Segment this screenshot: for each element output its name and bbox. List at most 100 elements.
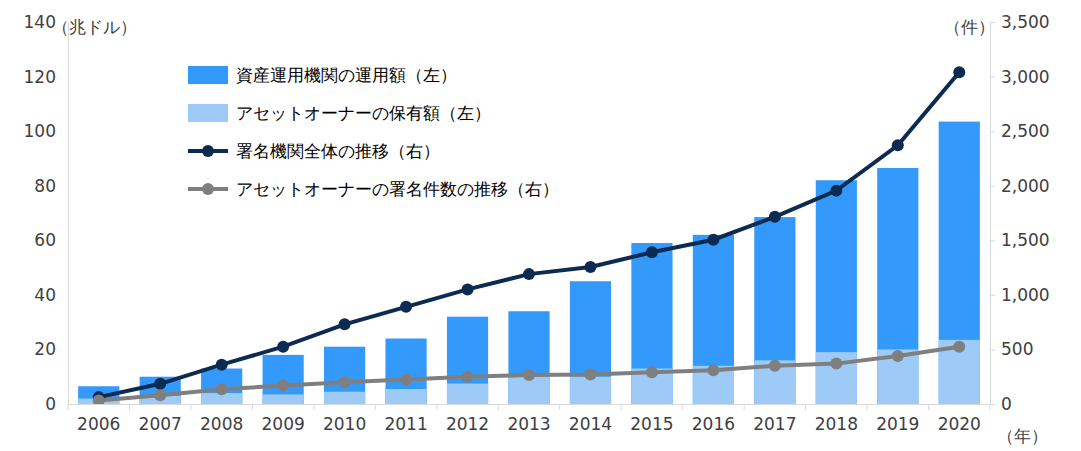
x-tick-label: 2015 <box>630 414 673 434</box>
y2-tick: 1,000 <box>990 285 1050 305</box>
marker <box>953 66 965 78</box>
x-separator <box>498 404 499 410</box>
x-tick-label: 2017 <box>753 414 796 434</box>
y2-tick-mark <box>990 349 995 350</box>
y2-axis-line <box>991 23 996 405</box>
x-tick: 2018 <box>815 404 858 434</box>
y2-tick: 0 <box>990 394 1012 414</box>
y2-axis-title: （件） <box>944 17 995 37</box>
marker <box>277 341 289 353</box>
bar <box>385 389 426 404</box>
x-tick: 2006 <box>77 404 120 434</box>
marks <box>78 66 980 404</box>
legend-swatch <box>188 66 228 84</box>
x-separator <box>190 404 191 410</box>
x-separator <box>990 404 991 410</box>
x-separator <box>867 404 868 410</box>
bar <box>201 369 242 404</box>
y2-tick-label: 1,000 <box>1001 285 1050 305</box>
legend-marker <box>202 145 214 157</box>
x-separator <box>436 404 437 410</box>
y2-tick-label: 3,000 <box>1001 67 1050 87</box>
marker <box>277 379 289 391</box>
marker <box>523 369 535 381</box>
x-tick-label: 2019 <box>876 414 919 434</box>
y2-axis: 05001,0001,5002,0002,5003,0003,500 <box>990 12 1050 414</box>
marker <box>462 283 474 295</box>
x-tick-label: 2007 <box>139 414 182 434</box>
legend-item: アセットオーナーの保有額（左） <box>188 103 491 123</box>
bar <box>939 122 980 404</box>
marker <box>216 359 228 371</box>
x-separator <box>375 404 376 410</box>
x-tick: 2016 <box>692 404 735 434</box>
marker <box>584 261 596 273</box>
x-tick-label: 2016 <box>692 414 735 434</box>
bar <box>631 243 672 404</box>
marker <box>892 139 904 151</box>
legend-label: 署名機関全体の推移（右） <box>236 141 440 161</box>
legend-label: アセットオーナーの署名件数の推移（右） <box>236 179 559 199</box>
y-axis-title: （兆ドル） <box>52 17 137 37</box>
x-separator <box>68 404 69 410</box>
x-separator <box>928 404 929 410</box>
bar <box>324 392 365 404</box>
x-tick: 2020 <box>938 404 981 434</box>
marker <box>707 364 719 376</box>
legend-item: アセットオーナーの署名件数の推移（右） <box>188 179 559 199</box>
x-tick: 2007 <box>139 404 182 434</box>
x-tick-label: 2008 <box>200 414 243 434</box>
x-tick-label: 2011 <box>384 414 427 434</box>
legend-swatch <box>188 104 228 122</box>
y2-tick: 3,000 <box>990 67 1050 87</box>
x-tick-label: 2014 <box>569 414 612 434</box>
legend-label: 資産運用機関の運用額（左） <box>236 65 457 85</box>
bar <box>447 384 488 404</box>
marker <box>953 341 965 353</box>
y-axis: 020406080100120140 <box>24 12 69 414</box>
y2-tick: 2,500 <box>990 121 1050 141</box>
x-separator <box>252 404 253 410</box>
line-series <box>93 341 966 404</box>
x-tick-label: 2012 <box>446 414 489 434</box>
y-tick-label: 0 <box>45 394 56 414</box>
x-tick-label: 2010 <box>323 414 366 434</box>
marker <box>154 389 166 401</box>
x-tick: 2014 <box>569 404 612 434</box>
x-tick: 2010 <box>323 404 366 434</box>
legend-marker <box>202 183 214 195</box>
y-tick: 60 <box>34 230 68 250</box>
y-tick-label: 40 <box>34 285 56 305</box>
x-axis-line <box>69 404 991 405</box>
bar <box>263 394 304 404</box>
x-tick-label: 2013 <box>507 414 550 434</box>
bar <box>263 355 304 404</box>
y2-tick-label: 2,500 <box>1001 121 1050 141</box>
bar <box>447 317 488 404</box>
y2-tick-mark <box>990 131 995 132</box>
marker <box>646 366 658 378</box>
y2-tick-mark <box>990 404 995 405</box>
x-tick: 2008 <box>200 404 243 434</box>
marker <box>707 234 719 246</box>
y2-tick: 3,500 <box>990 12 1050 32</box>
marker <box>892 350 904 362</box>
bar-series <box>78 340 980 404</box>
marker <box>216 383 228 395</box>
x-tick: 2012 <box>446 404 489 434</box>
x-tick: 2013 <box>507 404 550 434</box>
marker <box>830 185 842 197</box>
y-tick-label: 80 <box>34 176 56 196</box>
bar <box>877 168 918 404</box>
y-axis-line <box>68 23 69 405</box>
x-separator <box>559 404 560 410</box>
marker <box>339 376 351 388</box>
marker <box>154 378 166 390</box>
marker <box>646 246 658 258</box>
legend-item: 資産運用機関の運用額（左） <box>188 65 457 85</box>
y2-tick: 500 <box>990 339 1033 359</box>
marker <box>830 358 842 370</box>
y2-tick-label: 3,500 <box>1001 12 1050 32</box>
marker <box>339 318 351 330</box>
y2-tick-label: 2,000 <box>1001 176 1050 196</box>
